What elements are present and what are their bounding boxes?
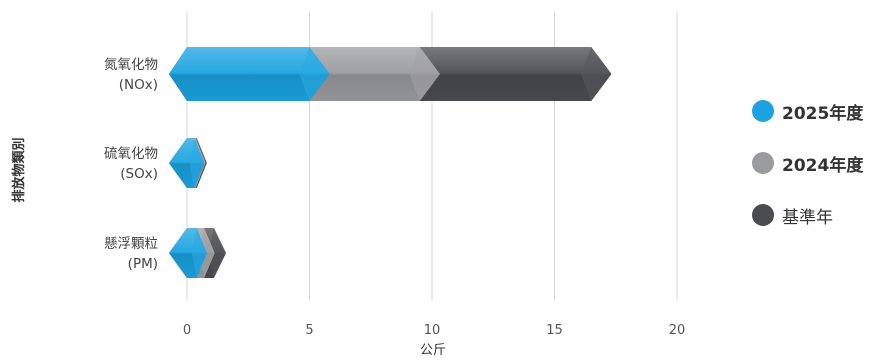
bar-facet <box>299 47 330 101</box>
bar-facet <box>581 47 612 101</box>
legend-item: 2025年度 <box>752 98 863 124</box>
x-axis-ticks: 0 5 10 15 20 <box>183 323 685 338</box>
x-axis-title: 公斤 <box>420 343 446 358</box>
category-label: 硫氧化物 <box>104 146 158 162</box>
x-tick-label: 5 <box>305 323 313 338</box>
legend-label: 基準年 <box>782 207 833 228</box>
x-tick-label: 20 <box>669 323 686 338</box>
category-label: (SOx) <box>120 166 158 182</box>
category-label: (PM) <box>128 256 158 272</box>
bar-2025年度 <box>169 47 330 101</box>
legend-label: 2024年度 <box>782 155 864 176</box>
bar-facet <box>191 228 207 278</box>
legend-swatch <box>752 152 774 174</box>
x-tick-label: 15 <box>546 323 563 338</box>
legend-swatch <box>752 204 774 226</box>
legend-swatch <box>752 100 774 122</box>
y-axis-title: 排放物類別 <box>11 137 27 202</box>
x-tick-label: 10 <box>424 323 441 338</box>
legend: 2025年度 2024年度 基準年 <box>752 98 863 254</box>
bar-facet <box>189 138 205 188</box>
bar-facet <box>207 228 226 278</box>
bars <box>169 47 612 278</box>
bar-facet <box>409 47 440 101</box>
x-tick-label: 0 <box>183 323 191 338</box>
category-label: (NOx) <box>119 77 158 93</box>
category-label: 氮氧化物 <box>104 57 158 73</box>
y-axis-categories: 氮氧化物 (NOx) 硫氧化物 (SOx) 懸浮顆粒 (PM) <box>104 57 158 272</box>
legend-item: 2024年度 <box>752 150 863 176</box>
category-label: 懸浮顆粒 <box>104 236 158 252</box>
legend-label: 2025年度 <box>782 103 864 124</box>
legend-item: 基準年 <box>752 202 863 228</box>
